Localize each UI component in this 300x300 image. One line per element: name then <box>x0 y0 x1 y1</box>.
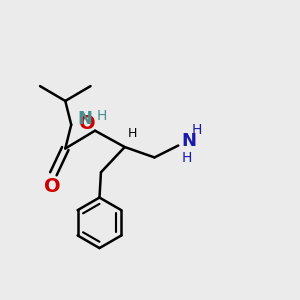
Text: O: O <box>79 114 95 133</box>
Text: H: H <box>192 123 202 136</box>
Text: H: H <box>128 127 137 140</box>
Text: N: N <box>181 132 196 150</box>
Text: H: H <box>182 152 192 166</box>
Text: N: N <box>77 110 92 128</box>
Text: O: O <box>44 177 60 196</box>
Text: H: H <box>97 109 107 123</box>
